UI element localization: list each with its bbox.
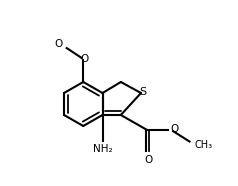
Text: CH₃: CH₃ [194, 140, 212, 150]
Text: O: O [144, 155, 153, 165]
Text: S: S [139, 87, 146, 97]
Text: O: O [170, 124, 178, 134]
Text: NH₂: NH₂ [93, 144, 112, 154]
Text: O: O [55, 39, 63, 49]
Text: O: O [80, 54, 88, 64]
